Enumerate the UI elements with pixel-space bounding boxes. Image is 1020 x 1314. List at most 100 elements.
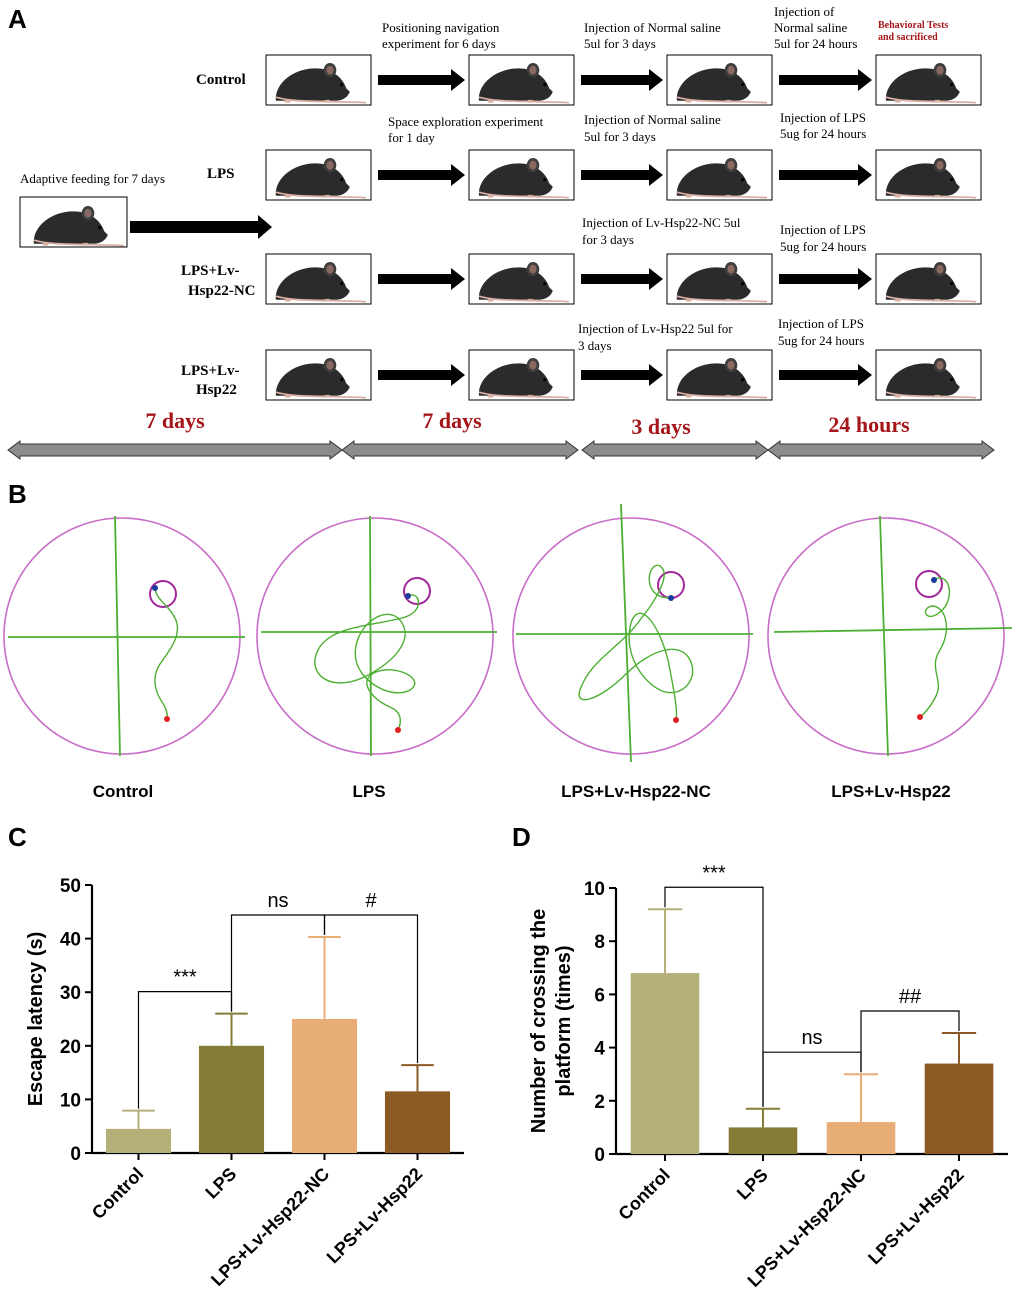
end-point [673,717,679,723]
mouse-image [265,54,372,106]
mouse-image [19,196,128,248]
x-tick-label: Control [88,1164,147,1223]
duration-arrow [341,440,579,460]
bar [198,1045,265,1153]
pool-circle [512,517,750,755]
step4-hsp22-1: Injection of LPS [778,316,864,331]
group-label-lps: LPS [207,166,235,182]
axis-line [879,515,889,757]
swim-path [919,577,951,718]
duration-1: 7 days [145,408,205,433]
significance-label: ns [267,890,288,912]
timeline-panel: Control LPS LPS+Lv- Hsp22-NC LPS+Lv- Hsp… [7,4,995,460]
arrow [130,215,272,239]
panel-label-c: C [8,822,27,852]
y-tick-label: 20 [60,1037,81,1058]
bar [924,1063,994,1154]
y-tick-label: 6 [594,985,605,1006]
step3-hsp22-2: 3 days [578,338,612,353]
swim-path [314,594,420,731]
axis-line [369,515,372,757]
step4-control-3: 5ul for 24 hours [774,36,857,51]
significance-bracket [664,886,764,1107]
step4-hsp22-2: 5ug for 24 hours [778,333,864,348]
swim-path [154,587,179,720]
arrow [779,364,872,386]
start-point [405,593,411,599]
arrow [581,69,663,91]
step3-control-2: 5ul for 3 days [584,36,656,51]
y-tick-label: 50 [60,876,81,897]
positioning-text-1: Positioning navigation [382,20,500,35]
duration-2: 7 days [422,408,482,433]
step4-control-1: Injection of [774,4,835,19]
space-text-2: for 1 day [388,130,435,145]
mouse-image [265,349,372,401]
y-tick-label: 2 [594,1092,605,1113]
space-text-1: Space exploration experiment [388,114,544,129]
arrow [581,364,663,386]
swim-tracks: Control LPS LPS+Lv-Hsp22-NC LPS+Lv-Hsp22 [3,503,1013,801]
group-label-nc-line2: Hsp22-NC [188,283,256,299]
start-point [668,595,674,601]
mouse-image [265,149,372,201]
bar [630,973,700,1154]
mouse-image [875,253,982,305]
step3-hsp22-1: Injection of Lv-Hsp22 5ul for [578,321,733,336]
significance-bracket [323,914,419,1064]
significance-bracket [762,1051,862,1107]
bar [291,1019,358,1153]
mouse-image [666,54,773,106]
step4-nc-2: 5ug for 24 hours [780,239,866,254]
axis-line [773,627,1013,633]
step3-control-1: Injection of Normal saline [584,20,721,35]
arrow [378,69,465,91]
arrow [779,164,872,186]
x-tick-label: LPS [201,1164,240,1203]
track-label-control: Control [93,782,153,801]
platform-circle [403,577,431,605]
track-plot-control [3,515,245,757]
y-tick-label: 40 [60,930,81,951]
arrow [779,268,872,290]
end-point [395,727,401,733]
mouse-image [875,349,982,401]
arrow [581,164,663,186]
mouse-image [875,54,982,106]
arrow [378,268,465,290]
mouse-image [468,349,575,401]
track-plot-lps [256,515,497,757]
y-tick-label: 4 [594,1039,605,1060]
track-label-lps: LPS [352,782,385,801]
y-axis-label: Escape latency (s) [25,932,47,1107]
step3-nc-1: Injection of Lv-Hsp22-NC 5ul [582,215,741,230]
step4-lps-1: Injection of LPS [780,110,866,125]
significance-bracket [230,914,326,1012]
step4-lps-2: 5ug for 24 hours [780,126,866,141]
mouse-image [468,253,575,305]
track-label-hsp22: LPS+Lv-Hsp22 [831,782,951,801]
mouse-image [666,349,773,401]
arrow [779,69,872,91]
step4-nc-1: Injection of LPS [780,222,866,237]
pool-circle [767,517,1005,755]
step3-lps-1: Injection of Normal saline [584,112,721,127]
mouse-image [265,253,372,305]
timeline-rows [265,54,982,401]
bar [105,1128,172,1153]
final-text-1: Behavioral Tests [878,20,948,31]
axis-line [114,515,121,757]
panel-label-a: A [8,4,27,34]
x-tick-label: LPS+Lv-Hsp22 [864,1165,968,1269]
start-point [152,585,158,591]
group-label-hsp22-line2: Hsp22 [196,382,237,398]
significance-label: # [365,890,377,912]
y-axis-label-line1: Number of crossing the [528,909,550,1133]
duration-bar [7,440,995,460]
group-label-nc-line1: LPS+Lv- [181,263,240,279]
mouse-image [468,54,575,106]
arrow [378,364,465,386]
positioning-text-2: experiment for 6 days [382,36,496,51]
